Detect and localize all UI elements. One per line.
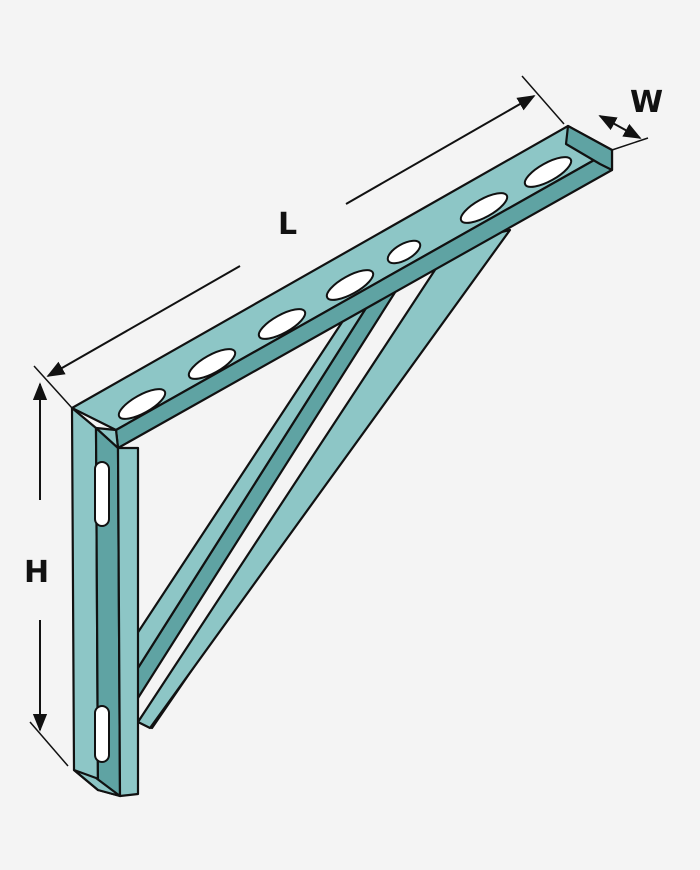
length-label: L <box>278 207 297 242</box>
length-arrow-right <box>345 95 536 205</box>
arm-slot <box>257 308 307 340</box>
arm-slot <box>117 388 167 420</box>
length-arrow-left <box>46 265 241 377</box>
dimension-width: W <box>598 85 663 151</box>
height-extension-bottom <box>29 721 69 767</box>
arm-slot <box>187 348 237 380</box>
arm-slot <box>459 192 509 224</box>
width-label: W <box>630 85 663 120</box>
width-extension <box>611 137 649 151</box>
arm-slots <box>117 156 573 420</box>
width-arrow <box>598 115 642 139</box>
post-slots <box>94 461 110 763</box>
length-extension-left <box>33 365 73 409</box>
arm-slot <box>325 269 375 301</box>
height-label: H <box>24 555 49 590</box>
arm-slot <box>523 156 573 188</box>
post-slot <box>94 461 110 527</box>
dimension-height: H <box>24 382 69 767</box>
diagonal-brace-outer <box>136 228 512 730</box>
dimension-length: L <box>33 75 565 409</box>
post-slot <box>94 705 110 763</box>
arm-slot <box>386 239 422 265</box>
length-extension-right <box>521 75 565 125</box>
